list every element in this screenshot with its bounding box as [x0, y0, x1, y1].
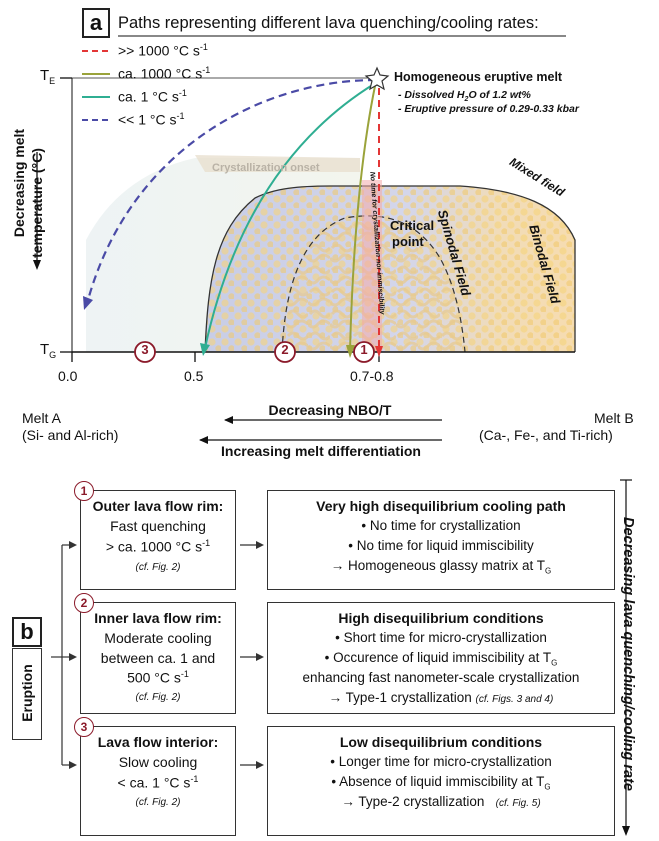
row-2-left-cf: (cf. Fig. 2)	[135, 692, 181, 703]
legend-item-slow: << 1 °C s-1	[118, 111, 185, 128]
row-1-right-l2: • No time for liquid immiscibility	[348, 538, 534, 553]
row-3-right-title: Low disequilibrium conditions	[339, 734, 543, 750]
binodal-outline	[204, 185, 576, 353]
melt-b-desc: (Ca-, Fe-, and Ti-rich)	[479, 427, 613, 443]
te-label: TE	[40, 67, 56, 86]
marker-3: 3	[141, 342, 149, 357]
melt-a-label: Melt A	[22, 410, 61, 426]
row-3-left-cf: (cf. Fig. 2)	[135, 797, 181, 808]
tg-label: TG	[40, 341, 57, 360]
side-label: Decreasing lava quenching/cooling rate	[620, 517, 636, 791]
row-1-right-box	[267, 490, 615, 590]
path-1000-per-s	[349, 85, 376, 351]
row-1-number: 1	[74, 481, 94, 501]
row-2-left-box	[80, 602, 236, 714]
row-2-right-l3: enhancing fast nanometer-scale crystalli…	[302, 670, 580, 685]
row-1-right-title: Very high disequilibrium cooling path	[316, 498, 566, 514]
path-1-per-s	[204, 83, 375, 349]
row-2-left-l2: between ca. 1 and	[100, 650, 216, 666]
path-fast-arrow	[375, 346, 383, 357]
diff-label: Increasing melt differentiation	[221, 443, 421, 459]
eruptive-melt-star	[364, 66, 390, 91]
nbo-arrow-head	[224, 416, 233, 424]
row-3-right-l1: • Longer time for micro-crystallization	[330, 754, 552, 769]
row-3-right-l2: • Absence of liquid immiscibility at TG	[331, 774, 551, 792]
crystallization-onset-label: Crystallization onset	[212, 162, 320, 174]
row-3-left-l1: Slow cooling	[118, 754, 198, 770]
path-1-arrow	[200, 343, 210, 356]
crystallization-onset-band	[195, 155, 360, 172]
y-arrow-head	[33, 260, 41, 270]
panel-b-label: b	[12, 617, 42, 647]
row-1-left-cf: (cf. Fig. 2)	[135, 562, 181, 573]
path-1000-arrow	[346, 345, 355, 358]
row-3-number: 3	[74, 717, 94, 737]
marker-2-circle	[274, 341, 296, 363]
row-2-right-l1: • Short time for micro-crystallization	[335, 630, 547, 645]
melt-a-desc: (Si- and Al-rich)	[22, 427, 119, 443]
marker-2: 2	[281, 342, 289, 357]
x-tick-label-0: 0.0	[58, 368, 78, 384]
row-3-left-title: Lava flow interior:	[97, 734, 219, 750]
eruption-box	[12, 648, 42, 740]
legend-item-1: ca. 1 °C s-1	[118, 88, 187, 105]
critical-point-label-1: Critical	[390, 218, 435, 233]
side-arrow-head	[622, 826, 630, 836]
marker-3-circle	[134, 341, 156, 363]
row-2-left-l1: Moderate cooling	[104, 630, 212, 646]
row-3-right-l3: → Type-2 crystallization (cf. Fig. 5)	[341, 794, 541, 809]
legend-item-1000: ca. 1000 °C s-1	[118, 65, 211, 82]
star-title: Homogeneous eruptive melt	[394, 70, 563, 84]
melt-b-label: Melt B	[594, 410, 634, 426]
row-1-right-l1: • No time for crystallization	[361, 518, 521, 533]
row-1-right-l3: → Homogeneous glassy matrix at TG	[330, 558, 552, 576]
critical-point-label-2: point	[392, 234, 424, 249]
row-2-left-l3: 500 °C s-1	[127, 669, 189, 686]
star-line-2: - Eruptive pressure of 0.29-0.33 kbar	[398, 103, 579, 115]
eruption-label: Eruption	[19, 664, 35, 722]
legend-item-fast: >> 1000 °C s-1	[118, 42, 208, 59]
path-slow-arrow	[83, 296, 93, 310]
diff-arrow-head	[199, 436, 208, 444]
row-2-number: 2	[74, 593, 94, 613]
y-axis-label-1: Decreasing melt	[11, 128, 27, 238]
row-2-right-l2: • Occurence of liquid immiscibility at T…	[324, 650, 558, 668]
marker-1: 1	[360, 342, 368, 357]
row-2-right-title: High disequilibrium conditions	[338, 610, 544, 626]
row-2-right-l4: → Type-1 crystallization (cf. Figs. 3 an…	[328, 690, 554, 705]
panel-a-label: a	[82, 8, 110, 38]
row-1-left-l2: > ca. 1000 °C s-1	[105, 538, 211, 555]
star-line-1: - Dissolved H2O of 1.2 wt%	[398, 89, 531, 104]
spinodal-outline	[281, 215, 466, 353]
legend-title: Paths representing different lava quench…	[118, 14, 539, 32]
row-3-left-box	[80, 726, 236, 836]
row-3-left-l2: < ca. 1 °C s-1	[117, 774, 199, 791]
row-1-left-title: Outer lava flow rim:	[92, 498, 224, 514]
nbo-label: Decreasing NBO/T	[268, 402, 392, 418]
row-3-right-box	[267, 726, 615, 836]
row-1-left-l1: Fast quenching	[110, 518, 206, 534]
path-slow-cooling	[86, 78, 377, 301]
row-1-left-box	[80, 490, 236, 590]
x-tick-label-05: 0.5	[184, 368, 204, 384]
marker-1-circle	[353, 341, 375, 363]
critical-band	[362, 180, 382, 352]
row-2-left-title: Inner lava flow rim:	[94, 610, 222, 626]
y-axis-label-2: temperature (°C)	[29, 148, 45, 258]
row-2-right-box	[267, 602, 615, 714]
x-tick-label-07: 0.7-0.8	[350, 368, 394, 384]
